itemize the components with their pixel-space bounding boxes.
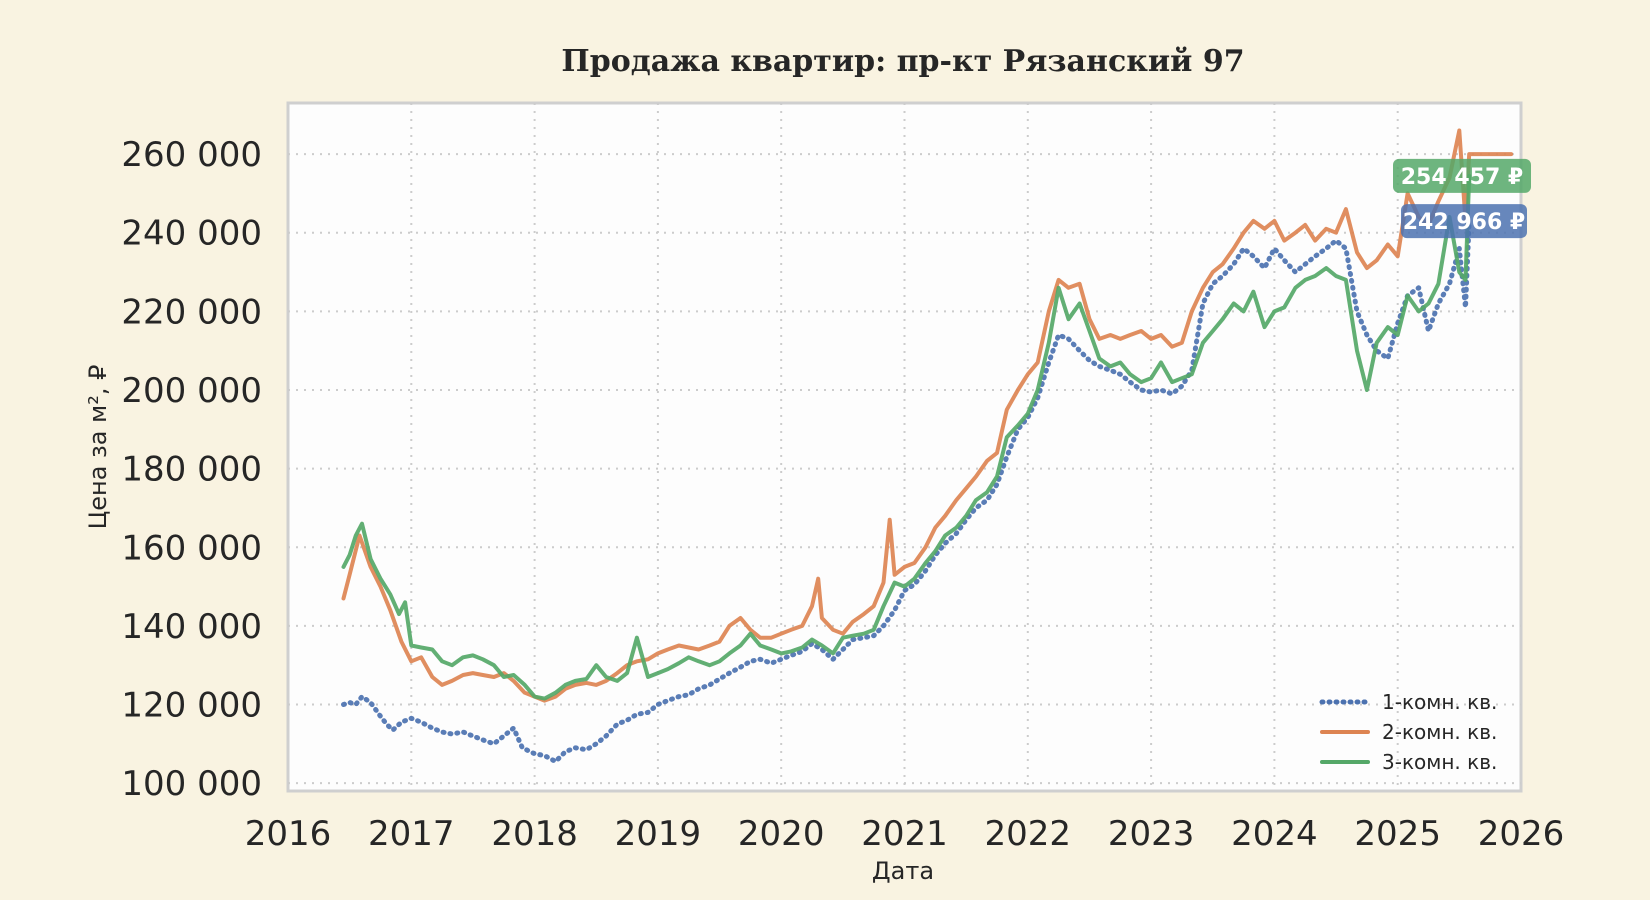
value-badge — [1393, 158, 1531, 193]
y-tick-label: 100 000 — [121, 764, 262, 804]
y-tick-label: 140 000 — [121, 607, 262, 647]
x-axis-label: Дата — [872, 857, 934, 885]
series-line-1-room — [341, 218, 1472, 764]
legend-label: 3-комн. кв. — [1382, 750, 1497, 774]
y-tick-label: 120 000 — [121, 686, 262, 726]
x-tick-label: 2021 — [861, 814, 948, 854]
x-tick-label: 2025 — [1354, 814, 1441, 854]
x-tick-label: 2024 — [1231, 814, 1318, 854]
y-tick-label: 240 000 — [121, 214, 262, 254]
y-axis-ticks: 100 000 120 000 140 000 160 000 180 000 200 0… — [121, 135, 262, 804]
value-badges: 254 457 ₽ 242 966 ₽ — [1393, 158, 1531, 239]
legend-label: 1-комн. кв. — [1382, 690, 1497, 714]
y-axis-label: Цена за м², ₽ — [84, 365, 112, 530]
x-tick-label: 2023 — [1108, 814, 1195, 854]
grid-lines — [288, 103, 1521, 791]
y-tick-label: 180 000 — [121, 450, 262, 490]
legend-label: 2-комн. кв. — [1382, 720, 1497, 744]
y-tick-label: 160 000 — [121, 528, 262, 568]
value-badge-label: 242 966 ₽ — [1403, 210, 1525, 235]
x-tick-label: 2016 — [245, 814, 332, 854]
y-tick-label: 260 000 — [121, 135, 262, 175]
legend: 1-комн. кв. 2-комн. кв. 3-комн. кв. — [1319, 690, 1497, 774]
series-line-3-room — [341, 173, 1472, 701]
chart-title: Продажа квартир: пр-кт Рязанский 97 — [561, 44, 1244, 79]
series-layer — [341, 128, 1514, 764]
value-badge-label: 254 457 ₽ — [1401, 165, 1523, 190]
y-tick-label: 220 000 — [121, 292, 262, 332]
x-tick-label: 2020 — [738, 814, 825, 854]
x-tick-label: 2019 — [615, 814, 702, 854]
x-tick-label: 2017 — [368, 814, 455, 854]
x-tick-label: 2026 — [1478, 814, 1565, 854]
y-tick-label: 200 000 — [121, 371, 262, 411]
x-tick-label: 2018 — [491, 814, 578, 854]
x-axis-ticks: 2016 2017 2018 2019 2020 2021 2022 2023 2024 2025… — [245, 814, 1565, 854]
value-badge — [1401, 204, 1527, 239]
x-tick-label: 2022 — [985, 814, 1072, 854]
